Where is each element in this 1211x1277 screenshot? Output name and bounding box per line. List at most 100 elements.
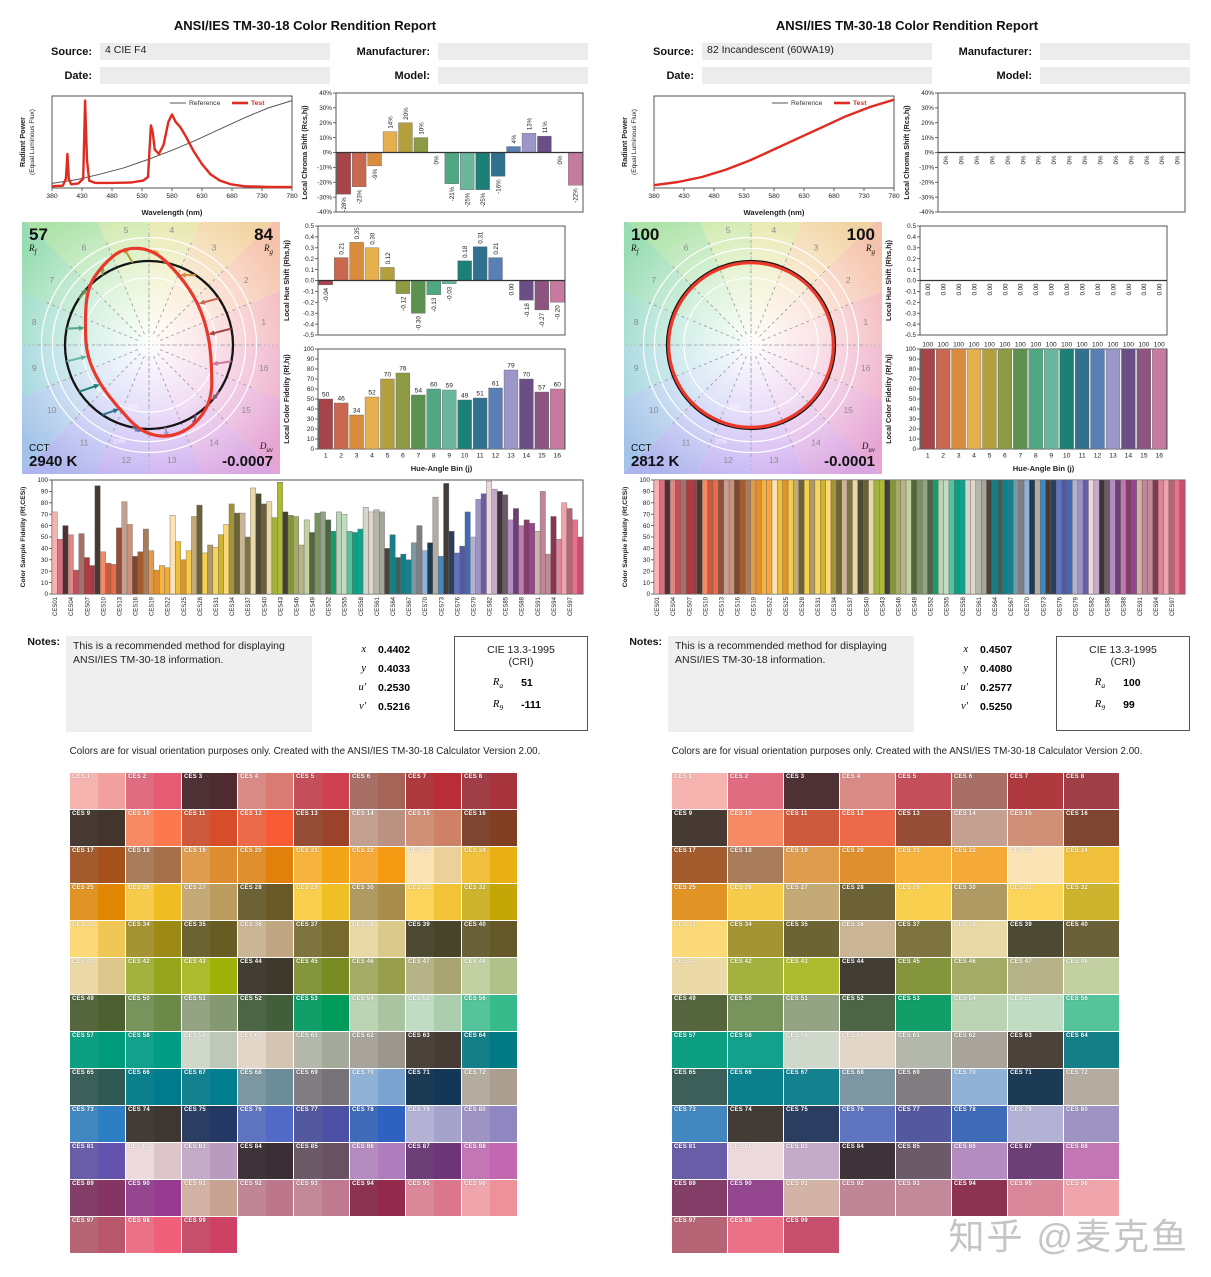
ces-swatch: CES 28 — [238, 884, 293, 920]
ces-swatch-test-half — [321, 1032, 349, 1068]
model-field[interactable] — [1040, 67, 1190, 84]
ces-swatch-test-half — [377, 1032, 405, 1068]
svg-text:70: 70 — [384, 372, 392, 379]
ces-swatch: CES 93 — [896, 1180, 951, 1216]
svg-text:79: 79 — [507, 363, 515, 370]
ces-swatch-label: CES 24 — [464, 848, 486, 854]
svg-text:CES58: CES58 — [359, 596, 365, 616]
manufacturer-field[interactable] — [438, 43, 588, 60]
ces-swatch-label: CES 42 — [730, 959, 752, 965]
ces-swatch: CES 8 — [462, 773, 517, 809]
svg-text:CES04: CES04 — [69, 596, 75, 616]
svg-text:100: 100 — [1061, 342, 1072, 349]
ces-swatch: CES 99 — [784, 1217, 839, 1253]
svg-text:CES49: CES49 — [311, 596, 317, 616]
ces-swatch-label: CES 21 — [296, 848, 318, 854]
svg-text:CES10: CES10 — [101, 596, 107, 616]
ces-swatch: CES 26 — [728, 884, 783, 920]
ces-swatch: CES 46 — [952, 958, 1007, 994]
ra-value: 100 — [1123, 677, 1141, 689]
svg-text:0%: 0% — [434, 155, 441, 164]
svg-text:780: 780 — [286, 193, 298, 200]
ces-swatch-grid: CES 1 CES 2 CES 3 CES 4 CES 5 CES 6 CES 7 CES 8… — [672, 773, 1196, 1253]
notes-box[interactable]: This is a recommended method for display… — [66, 636, 312, 732]
ces-swatch-label: CES 29 — [898, 885, 920, 891]
svg-text:7: 7 — [1018, 453, 1022, 460]
ces-swatch: CES 8 — [1064, 773, 1119, 809]
ces-swatch: CES 29 — [294, 884, 349, 920]
ces-swatch: CES 96 — [462, 1180, 517, 1216]
date-field[interactable] — [702, 67, 932, 84]
ces-swatch: CES 87 — [406, 1143, 461, 1179]
ces-swatch: CES 70 — [350, 1069, 405, 1105]
ces-swatch: CES 15 — [406, 810, 461, 846]
ces-swatch-test-half — [153, 1217, 181, 1253]
svg-text:10%: 10% — [319, 135, 332, 142]
ces-swatch-grid: CES 1 CES 2 CES 3 CES 4 CES 5 CES 6 CES 7 CES 8… — [70, 773, 594, 1253]
ces-swatch: CES 76 — [238, 1106, 293, 1142]
svg-text:50: 50 — [307, 396, 315, 403]
model-field[interactable] — [438, 67, 588, 84]
ces-swatch-label: CES 53 — [296, 996, 318, 1002]
svg-text:CES79: CES79 — [1073, 596, 1079, 616]
ces-swatch-test-half — [489, 1180, 517, 1216]
ces-swatch-test-half — [321, 773, 349, 809]
chromaticity-table: x 0.4402 y 0.4033 u' 0.2530 v' 0.5216 — [334, 636, 440, 732]
ces-swatch-label: CES 97 — [674, 1218, 696, 1224]
ces-swatch-test-half — [489, 1069, 517, 1105]
notes-label: Notes: — [629, 636, 662, 648]
ces-swatch-test-half — [265, 1180, 293, 1216]
ces-swatch: CES 65 — [70, 1069, 125, 1105]
ces-swatch: CES 9 — [70, 810, 125, 846]
ces-swatch-test-half — [377, 921, 405, 957]
svg-text:CES40: CES40 — [262, 596, 268, 616]
ces-swatch-label: CES 32 — [1066, 885, 1088, 891]
ces-swatch: CES 55 — [1008, 995, 1063, 1031]
ces-swatch-label: CES 52 — [842, 996, 864, 1002]
ces-swatch-label: CES 64 — [464, 1033, 486, 1039]
ces-swatch: CES 68 — [238, 1069, 293, 1105]
ces-swatch-label: CES 61 — [296, 1033, 318, 1039]
ces-swatch: CES 78 — [952, 1106, 1007, 1142]
ces-swatch: CES 43 — [784, 958, 839, 994]
ces-swatch: CES 21 — [294, 847, 349, 883]
ces-swatch-label: CES 41 — [674, 959, 696, 965]
svg-text:CES85: CES85 — [1106, 596, 1112, 616]
ces-swatch: CES 39 — [406, 921, 461, 957]
svg-text:0.00: 0.00 — [987, 283, 994, 296]
svg-text:680: 680 — [226, 193, 238, 200]
svg-text:40: 40 — [643, 546, 651, 553]
ces-swatch-label: CES 6 — [352, 774, 371, 780]
svg-text:40: 40 — [307, 406, 315, 413]
ces-swatch: CES 69 — [896, 1069, 951, 1105]
ces-swatch-label: CES 42 — [128, 959, 150, 965]
ces-swatch-label: CES 62 — [954, 1033, 976, 1039]
source-field[interactable]: 4 CIE F4 — [100, 43, 330, 60]
svg-text:8: 8 — [32, 317, 37, 327]
ces-swatch-label: CES 8 — [1066, 774, 1085, 780]
ces-swatch: CES 33 — [672, 921, 727, 957]
ces-swatch-label: CES 74 — [128, 1107, 150, 1113]
cri-subtitle: (CRI) — [1110, 656, 1136, 668]
svg-text:49: 49 — [461, 393, 469, 400]
svg-text:6: 6 — [401, 453, 405, 460]
svg-text:70: 70 — [41, 511, 49, 518]
notes-box[interactable]: This is a recommended method for display… — [668, 636, 914, 732]
svg-text:0%: 0% — [925, 150, 935, 157]
ces-swatch-label: CES 88 — [1066, 1144, 1088, 1150]
svg-text:380: 380 — [648, 193, 660, 200]
manufacturer-field[interactable] — [1040, 43, 1190, 60]
svg-text:CES34: CES34 — [230, 596, 236, 616]
ces-swatch-test-half — [321, 884, 349, 920]
ces-swatch-label: CES 77 — [898, 1107, 920, 1113]
svg-text:Color Sample Fidelity (Rf,CESi: Color Sample Fidelity (Rf,CESi) — [20, 487, 27, 588]
date-field[interactable] — [100, 67, 330, 84]
ra-label: Ra — [1094, 677, 1106, 691]
source-field[interactable]: 82 Incandescent (60WA19) — [702, 43, 932, 60]
ces-swatch-label: CES 13 — [296, 811, 318, 817]
ces-swatch-label: CES 25 — [72, 885, 94, 891]
ces-swatch: CES 95 — [1008, 1180, 1063, 1216]
duv-value: -0.0001 — [824, 453, 875, 471]
watermark: 知乎 @麦克鱼 — [948, 1216, 1189, 1257]
